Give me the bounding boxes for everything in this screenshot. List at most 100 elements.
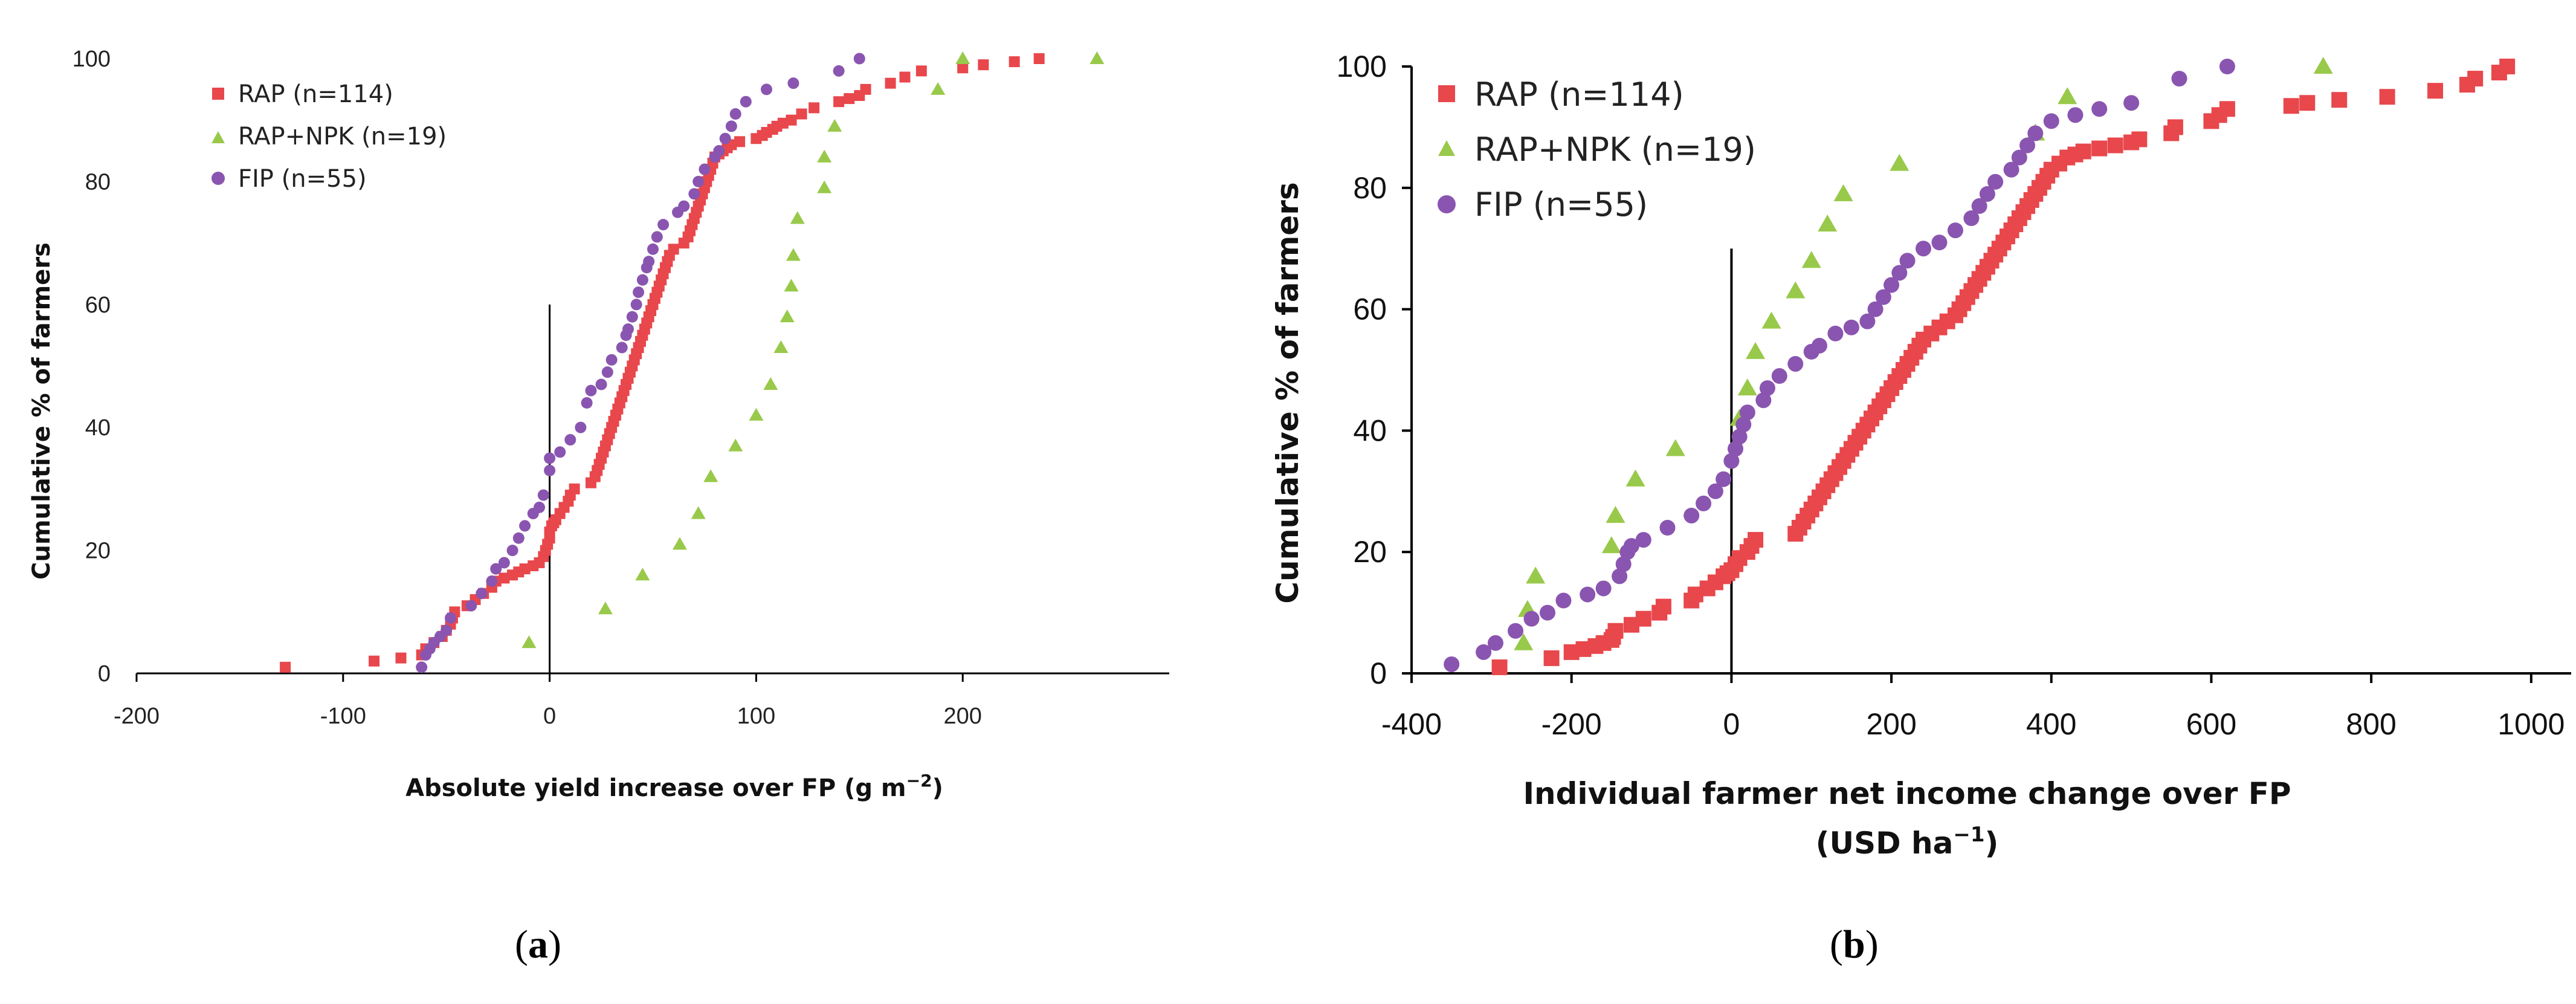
point-rapnpk bbox=[1833, 184, 1853, 201]
point-fip bbox=[1623, 538, 1639, 554]
point-rap bbox=[519, 563, 531, 575]
y-tick-label: 20 bbox=[1353, 535, 1387, 569]
chart-a-y-ticks: 0 20 40 60 80 100 bbox=[73, 47, 111, 687]
point-rapnpk bbox=[931, 82, 946, 95]
chart-a-x-ticks: -200 -100 0 100 200 bbox=[114, 673, 982, 729]
y-tick-label: 100 bbox=[1337, 50, 1387, 83]
point-rap bbox=[2167, 119, 2183, 135]
chart-a-points bbox=[280, 51, 1105, 673]
point-fip bbox=[713, 145, 725, 157]
point-rapnpk bbox=[1818, 215, 1838, 232]
point-rapnpk bbox=[1514, 633, 1534, 650]
x-tick-label: 100 bbox=[737, 704, 775, 729]
point-rapnpk bbox=[728, 438, 743, 452]
point-fip bbox=[1771, 368, 1787, 384]
point-rapnpk bbox=[817, 149, 832, 163]
chart-b-points bbox=[1444, 57, 2516, 675]
point-fip bbox=[2091, 101, 2108, 117]
point-fip bbox=[1723, 453, 1740, 469]
point-rap bbox=[1607, 623, 1624, 639]
point-rapnpk bbox=[1786, 281, 1806, 299]
point-rap bbox=[1543, 650, 1560, 666]
x-tick-label: 200 bbox=[1866, 707, 1916, 741]
legend-a-rapnpk-marker bbox=[211, 131, 225, 143]
point-fip bbox=[1595, 580, 1612, 597]
x-tick-label: -200 bbox=[1541, 707, 1602, 741]
point-fip bbox=[725, 120, 737, 132]
point-rap bbox=[1635, 610, 1651, 627]
point-fip bbox=[465, 600, 477, 612]
point-fip bbox=[1683, 507, 1700, 523]
point-fip bbox=[2219, 59, 2235, 74]
y-tick-label: 0 bbox=[1370, 656, 1387, 690]
point-rap bbox=[369, 655, 380, 667]
point-rap bbox=[1491, 659, 1508, 675]
point-fip bbox=[1843, 319, 1859, 335]
chart-b-x-axis-label-line1: Individual farmer net income change over… bbox=[1523, 776, 2291, 811]
point-fip bbox=[1759, 380, 1775, 397]
legend-b-rap-marker bbox=[1438, 85, 1455, 102]
point-fip bbox=[651, 231, 663, 243]
point-rapnpk bbox=[672, 537, 687, 550]
point-fip bbox=[445, 612, 457, 624]
point-rap bbox=[499, 572, 510, 584]
point-fip bbox=[581, 397, 593, 409]
y-tick-label: 60 bbox=[1353, 293, 1387, 326]
y-tick-label: 60 bbox=[85, 293, 111, 318]
point-fip bbox=[1716, 471, 1732, 487]
point-fip bbox=[1659, 520, 1676, 536]
point-fip bbox=[2003, 161, 2019, 178]
point-rap bbox=[1655, 598, 1671, 615]
point-fip bbox=[441, 624, 453, 636]
point-rapnpk bbox=[2058, 87, 2077, 105]
point-rap bbox=[2107, 137, 2123, 154]
point-rapnpk bbox=[1606, 505, 1625, 523]
legend-a-rapnpk-label: RAP+NPK (n=19) bbox=[238, 123, 447, 151]
point-rap bbox=[957, 62, 969, 74]
point-fip bbox=[575, 421, 587, 433]
point-fip bbox=[1508, 623, 1524, 639]
point-rap bbox=[668, 244, 679, 255]
point-fip bbox=[534, 501, 546, 513]
point-rap bbox=[915, 65, 927, 77]
point-rap bbox=[2131, 131, 2148, 147]
point-rapnpk bbox=[691, 506, 706, 519]
point-fip bbox=[512, 532, 525, 544]
point-rapnpk bbox=[1526, 566, 1546, 584]
point-rapnpk bbox=[1746, 342, 1766, 359]
point-rapnpk bbox=[780, 309, 795, 323]
point-fip bbox=[616, 342, 628, 354]
point-fip bbox=[740, 96, 752, 108]
legend-b-rapnpk-marker bbox=[1438, 140, 1455, 156]
point-fip bbox=[1931, 235, 1948, 251]
point-fip bbox=[643, 256, 655, 268]
point-rapnpk bbox=[1737, 378, 1757, 396]
point-fip bbox=[630, 299, 642, 311]
legend-a-rap-label: RAP (n=114) bbox=[238, 80, 393, 108]
point-rap bbox=[2467, 71, 2484, 87]
point-fip bbox=[1867, 301, 1884, 317]
y-tick-label: 80 bbox=[85, 169, 111, 195]
point-rap bbox=[734, 136, 746, 147]
point-fip bbox=[1979, 186, 1995, 202]
point-fip bbox=[678, 200, 690, 212]
point-rap bbox=[844, 93, 855, 105]
x-tick-label: 800 bbox=[2346, 707, 2396, 741]
chart-a-legend: RAP (n=114) RAP+NPK (n=19) FIP (n=55) bbox=[211, 80, 447, 193]
point-fip bbox=[1476, 644, 1492, 660]
point-rapnpk bbox=[786, 248, 801, 261]
point-rapnpk bbox=[2313, 57, 2333, 74]
point-fip bbox=[490, 563, 502, 575]
point-rap bbox=[1009, 56, 1020, 68]
point-fip bbox=[506, 545, 518, 557]
point-fip bbox=[564, 434, 576, 446]
point-fip bbox=[1875, 289, 1891, 305]
y-tick-label: 40 bbox=[1353, 413, 1387, 447]
point-fip bbox=[1755, 392, 1772, 409]
point-rapnpk bbox=[773, 340, 789, 353]
point-rap bbox=[1033, 53, 1045, 64]
point-fip bbox=[554, 446, 566, 458]
chart-a-y-axis-label: Cumulative % of farmers bbox=[28, 242, 56, 580]
point-rapnpk bbox=[598, 601, 613, 615]
y-tick-label: 0 bbox=[98, 661, 111, 687]
